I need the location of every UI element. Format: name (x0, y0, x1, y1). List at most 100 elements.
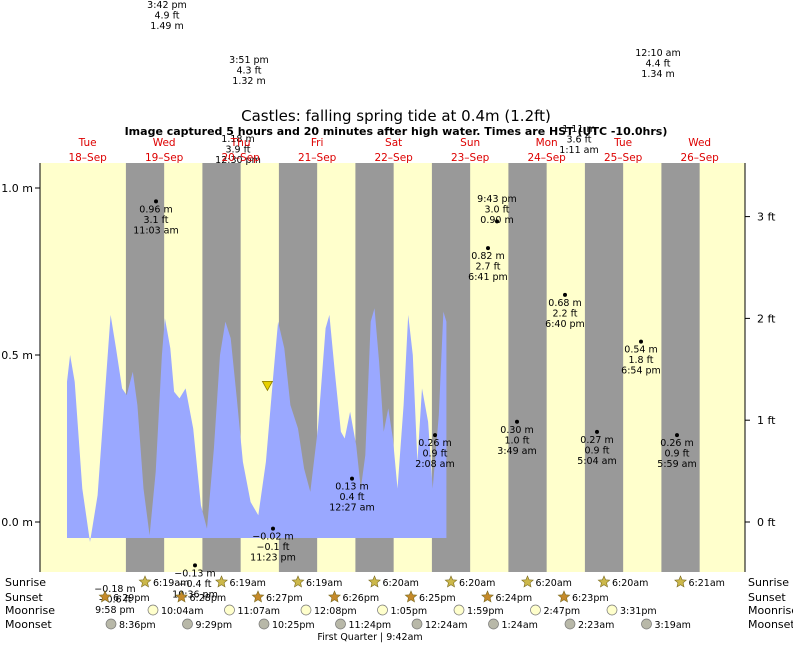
moonset-time: 1:24am (502, 620, 538, 631)
day-labels: Tue 18–Sep Wed 19–Sep Thu 20–Sep Fri 21–Sep Sat 2… (68, 137, 719, 164)
extreme-label-line: 2.2 ft (552, 308, 577, 319)
extreme-label-line: 3.0 ft (484, 205, 509, 216)
extreme-label-line: 0.82 m (471, 251, 504, 262)
sunrise-time: 6:19am (153, 578, 189, 589)
astro-row-label-left: Moonset (5, 618, 52, 631)
extreme-dot (675, 433, 679, 438)
moonset-time: 11:24pm (349, 620, 392, 631)
extreme-label-line: 0.68 m (548, 298, 581, 309)
sunset-entry: 6:28pm (175, 590, 226, 604)
extreme-label-line: 11:23 pm (250, 553, 296, 564)
moonrise-entry: 2:47pm (530, 604, 581, 617)
extreme-dot (350, 476, 354, 481)
moonrise-icon (224, 604, 235, 616)
extreme-label-line: 12:10 am (635, 48, 680, 59)
astro-row-label-left: Sunset (5, 591, 43, 604)
extreme-annotation: 0.30 m1.0 ft3:49 am (497, 419, 537, 457)
day-weekday-label: Tue (613, 137, 632, 149)
moon-phase-label: First Quarter | 9:42am (317, 632, 422, 643)
moonrise-entry: 11:07am (224, 604, 280, 617)
extreme-label-line: −0.02 m (252, 532, 293, 543)
extreme-label-line: 3:49 am (497, 446, 536, 457)
sunrise-icon (368, 575, 381, 588)
day-weekday-label: Mon (536, 137, 558, 149)
extreme-label-line: 1.34 m (641, 69, 674, 80)
extreme-label-line: 5:59 am (657, 459, 696, 470)
moonset-time: 10:25pm (272, 620, 315, 631)
moonset-icon (258, 618, 270, 630)
moonrise-icon (377, 604, 388, 616)
moonrise-entry: 10:04am (147, 604, 203, 617)
moonset-icon (182, 618, 193, 630)
extreme-label-line: 5:04 am (577, 456, 616, 467)
moonrise-time: 1:05pm (391, 606, 428, 617)
moonrise-icon (147, 604, 159, 616)
day-date-label: 23–Sep (451, 152, 490, 164)
extreme-label-line: 0.9 ft (664, 449, 689, 460)
moonset-entry: 1:24am (488, 618, 538, 631)
extreme-dot (639, 339, 643, 344)
sunset-entry: 6:25pm (404, 590, 456, 604)
moonrise-time: 10:04am (161, 606, 203, 617)
moonrise-time: 12:08pm (314, 606, 357, 617)
extreme-label-line: 1.8 ft (628, 355, 653, 366)
extreme-label-line: 4.3 ft (236, 66, 261, 77)
sunset-entry: 6:24pm (481, 590, 533, 604)
day-date-label: 26–Sep (680, 152, 719, 164)
extreme-annotation: 12:10 am4.4 ft1.34 m (635, 48, 680, 80)
extreme-label-line: 1.0 ft (504, 435, 529, 446)
axes: 0.0 m 0.5 m 1.0 m 0 ft 1 ft 2 ft 3 ft (1, 163, 776, 572)
sunrise-icon (138, 575, 152, 588)
moonset-entry: 2:23am (564, 618, 614, 631)
sunrise-time: 6:21am (689, 578, 725, 589)
sunset-icon (175, 590, 188, 603)
extreme-label-line: −0.6 ft (99, 595, 132, 606)
day-weekday-label: Wed (688, 137, 711, 149)
sunset-icon (328, 590, 341, 603)
sunrise-icon (521, 575, 534, 588)
extreme-label-line: 0.9 ft (584, 445, 609, 456)
sunset-time: 6:27pm (266, 593, 303, 604)
extreme-label-line: 9:43 pm (477, 194, 517, 205)
moonset-entry: 8:36pm (105, 618, 156, 631)
night-band (661, 163, 700, 572)
extreme-label-line: −0.1 ft (257, 542, 290, 553)
astro-row-label-right: Sunrise (748, 576, 789, 589)
sunrise-icon (444, 575, 458, 588)
sunset-icon (557, 590, 571, 603)
sunrise-entry: 6:19am (291, 575, 342, 589)
current-tide-marker (261, 381, 274, 392)
moonset-icon (564, 618, 576, 630)
moonset-time: 3:19am (655, 620, 691, 631)
day-weekday-label: Wed (153, 137, 176, 149)
extreme-annotation: 0.26 m0.9 ft5:59 am (657, 433, 697, 470)
moonset-entry: 12:24am (411, 618, 467, 631)
moonset-entry: 9:29pm (182, 618, 232, 631)
astro-row-label-right: Moonset (748, 618, 793, 631)
extreme-annotation: 1.11 m3.6 ft1:11 am (559, 124, 598, 156)
sunrise-entry: 6:20am (597, 575, 648, 589)
sunrise-entry: 6:21am (674, 575, 725, 589)
extreme-label-line: 3:51 pm (229, 55, 269, 66)
day-date-label: 22–Sep (374, 152, 413, 164)
moonrise-entry: 1:05pm (377, 604, 428, 617)
extreme-label-line: 4.4 ft (645, 59, 670, 70)
moonset-entry: 3:19am (641, 618, 691, 631)
moonrise-icon (530, 604, 541, 616)
day-date-label: 18–Sep (68, 152, 107, 164)
extreme-label-line: 1.11 m (562, 124, 595, 135)
moonrise-time: 2:47pm (544, 606, 581, 617)
extreme-annotation: −0.18 m−0.6 ft9:58 pm (94, 584, 135, 616)
extreme-label-line: 12:27 am (329, 503, 374, 514)
extreme-dot (154, 199, 158, 204)
moonset-entry: 10:25pm (258, 618, 315, 631)
sunrise-icon (215, 575, 228, 588)
extreme-label-line: 0.54 m (624, 345, 657, 356)
extreme-label-line: 0.4 ft (339, 492, 364, 503)
sunset-time: 6:24pm (496, 593, 533, 604)
